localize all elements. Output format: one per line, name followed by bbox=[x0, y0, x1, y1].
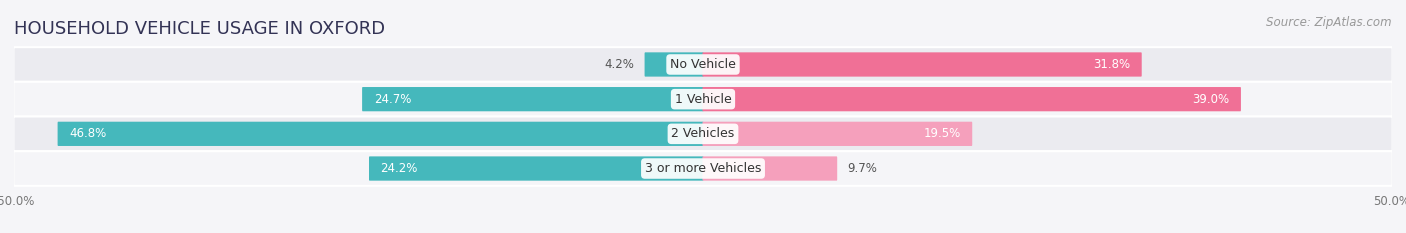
Text: 4.2%: 4.2% bbox=[605, 58, 634, 71]
FancyBboxPatch shape bbox=[14, 116, 1392, 151]
Text: 3 or more Vehicles: 3 or more Vehicles bbox=[645, 162, 761, 175]
FancyBboxPatch shape bbox=[703, 52, 1142, 77]
Text: 31.8%: 31.8% bbox=[1092, 58, 1130, 71]
FancyBboxPatch shape bbox=[363, 87, 703, 111]
FancyBboxPatch shape bbox=[14, 151, 1392, 186]
FancyBboxPatch shape bbox=[368, 156, 703, 181]
Text: 24.2%: 24.2% bbox=[381, 162, 418, 175]
Text: 2 Vehicles: 2 Vehicles bbox=[672, 127, 734, 140]
Text: 1 Vehicle: 1 Vehicle bbox=[675, 93, 731, 106]
FancyBboxPatch shape bbox=[703, 87, 1241, 111]
Text: Source: ZipAtlas.com: Source: ZipAtlas.com bbox=[1267, 16, 1392, 29]
FancyBboxPatch shape bbox=[703, 156, 837, 181]
Text: 9.7%: 9.7% bbox=[848, 162, 877, 175]
FancyBboxPatch shape bbox=[14, 82, 1392, 116]
Text: 24.7%: 24.7% bbox=[374, 93, 411, 106]
FancyBboxPatch shape bbox=[58, 122, 703, 146]
Text: No Vehicle: No Vehicle bbox=[671, 58, 735, 71]
Text: 46.8%: 46.8% bbox=[69, 127, 107, 140]
FancyBboxPatch shape bbox=[644, 52, 703, 77]
Text: HOUSEHOLD VEHICLE USAGE IN OXFORD: HOUSEHOLD VEHICLE USAGE IN OXFORD bbox=[14, 20, 385, 38]
FancyBboxPatch shape bbox=[703, 122, 972, 146]
FancyBboxPatch shape bbox=[14, 47, 1392, 82]
Text: 39.0%: 39.0% bbox=[1192, 93, 1229, 106]
Text: 19.5%: 19.5% bbox=[924, 127, 960, 140]
